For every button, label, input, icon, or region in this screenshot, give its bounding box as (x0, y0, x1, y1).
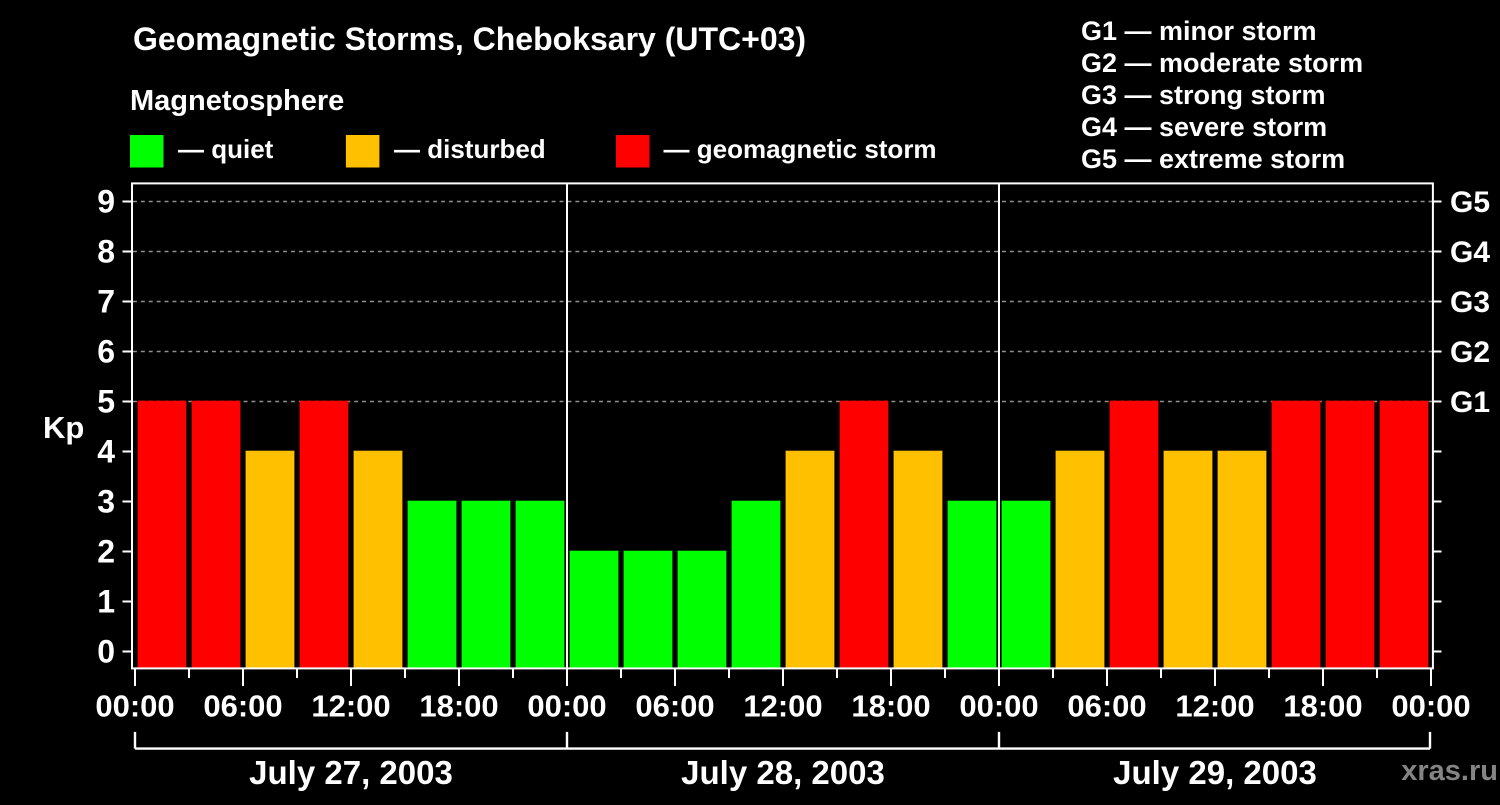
svg-text:G1: G1 (1450, 386, 1490, 419)
svg-text:0: 0 (97, 634, 115, 670)
svg-text:00:00: 00:00 (1391, 689, 1470, 724)
svg-text:Kp: Kp (43, 410, 84, 445)
svg-text:06:00: 06:00 (635, 689, 714, 724)
svg-text:12:00: 12:00 (311, 689, 390, 724)
svg-text:xras.ru: xras.ru (1401, 755, 1498, 787)
svg-text:00:00: 00:00 (959, 689, 1038, 724)
svg-text:18:00: 18:00 (851, 689, 930, 724)
svg-text:00:00: 00:00 (95, 689, 174, 724)
svg-text:G3: G3 (1450, 286, 1490, 319)
svg-text:3: 3 (97, 484, 115, 520)
svg-text:Geomagnetic Storms, Cheboksary: Geomagnetic Storms, Cheboksary (UTC+03) (133, 21, 806, 57)
svg-text:G1 — minor storm: G1 — minor storm (1081, 16, 1317, 46)
svg-text:2: 2 (97, 534, 115, 570)
svg-text:G3 — strong storm: G3 — strong storm (1081, 80, 1326, 110)
svg-text:1: 1 (97, 584, 115, 620)
svg-text:06:00: 06:00 (203, 689, 282, 724)
svg-text:06:00: 06:00 (1067, 689, 1146, 724)
svg-text:July 29, 2003: July 29, 2003 (1113, 754, 1317, 791)
svg-text:00:00: 00:00 (527, 689, 606, 724)
svg-text:9: 9 (97, 184, 115, 220)
svg-text:12:00: 12:00 (743, 689, 822, 724)
svg-text:6: 6 (97, 334, 115, 370)
svg-text:G5 — extreme storm: G5 — extreme storm (1081, 144, 1345, 174)
svg-text:G2 — moderate storm: G2 — moderate storm (1081, 48, 1363, 78)
svg-text:7: 7 (97, 284, 115, 320)
svg-text:July 28, 2003: July 28, 2003 (681, 754, 885, 791)
svg-text:G4: G4 (1450, 236, 1490, 269)
svg-text:4: 4 (97, 434, 115, 470)
svg-text:G4 — severe storm: G4 — severe storm (1081, 112, 1327, 142)
svg-text:8: 8 (97, 234, 115, 270)
svg-text:Magnetosphere: Magnetosphere (130, 85, 344, 117)
svg-text:5: 5 (97, 384, 115, 420)
svg-text:18:00: 18:00 (419, 689, 498, 724)
svg-text:— disturbed: — disturbed (394, 134, 546, 164)
svg-text:G2: G2 (1450, 336, 1490, 369)
svg-text:18:00: 18:00 (1283, 689, 1362, 724)
svg-text:— geomagnetic storm: — geomagnetic storm (664, 134, 937, 164)
svg-text:July 27, 2003: July 27, 2003 (249, 754, 453, 791)
svg-text:12:00: 12:00 (1175, 689, 1254, 724)
svg-text:— quiet: — quiet (178, 134, 274, 164)
svg-text:G5: G5 (1450, 186, 1490, 219)
